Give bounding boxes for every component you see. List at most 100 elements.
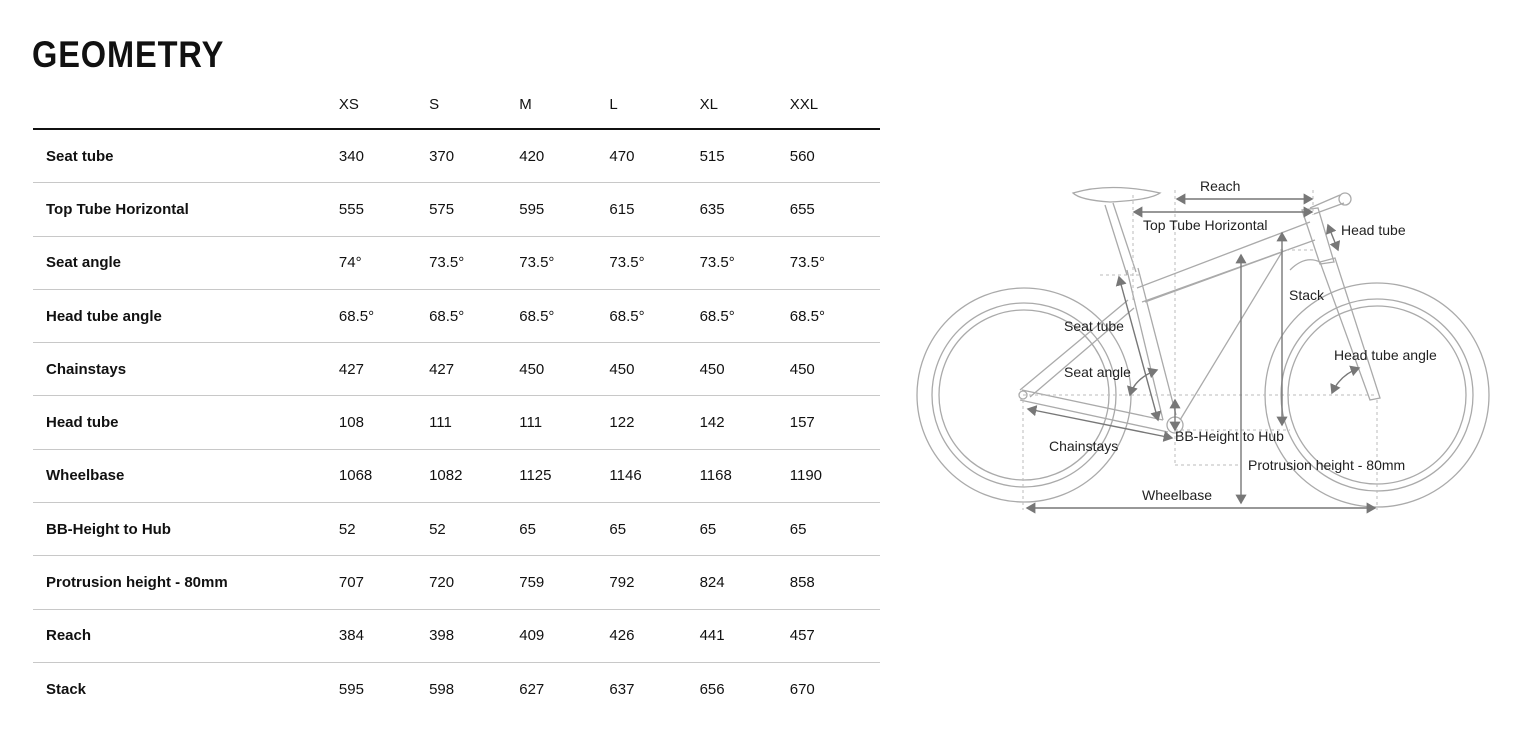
label-seat-tube: Seat tube (1064, 318, 1124, 334)
label-reach: Reach (1200, 178, 1241, 194)
size-header: M (519, 80, 610, 130)
page-title: GEOMETRY (32, 34, 225, 75)
cell-value: 111 (429, 395, 520, 450)
row-label: Chainstays (33, 342, 339, 397)
row-label: Top Tube Horizontal (33, 182, 339, 237)
cell-value: 450 (609, 342, 700, 397)
head-tube-angle-arrow (1330, 365, 1361, 395)
cell-value: 655 (789, 182, 880, 237)
size-header: S (429, 80, 520, 130)
cell-value: 595 (519, 182, 610, 237)
cell-value: 575 (429, 182, 520, 237)
row-label: BB-Height to Hub (33, 502, 339, 557)
cell-value: 427 (429, 342, 520, 397)
cell-value: 792 (609, 555, 700, 610)
chainstays-arrow (1026, 405, 1174, 442)
cell-value: 858 (789, 555, 880, 610)
cell-value: 65 (519, 502, 610, 557)
cell-value: 1168 (699, 449, 790, 504)
cell-value: 52 (338, 502, 430, 557)
cell-value: 670 (789, 680, 815, 698)
cell-value: 384 (338, 609, 430, 663)
cell-value: 122 (609, 395, 700, 450)
row-label: Reach (33, 609, 339, 663)
cell-value: 1190 (789, 449, 880, 504)
row-label: Protrusion height - 80mm (33, 555, 339, 610)
cell-value: 74° (338, 236, 430, 290)
row-label: Head tube angle (33, 289, 339, 344)
rear-dropout (1018, 390, 1028, 400)
cell-value: 426 (609, 609, 700, 663)
size-header: XS (338, 80, 430, 130)
row-label: Wheelbase (33, 449, 339, 504)
cell-value: 759 (519, 555, 610, 610)
table-row: Head tube 108 111 111 122 142 157 (33, 395, 880, 450)
cell-value: 68.5° (429, 289, 520, 344)
cell-value: 656 (699, 680, 725, 698)
row-label: Head tube (33, 395, 339, 450)
cell-value: 637 (609, 680, 635, 698)
handlebar (1338, 192, 1352, 206)
cell-value: 73.5° (609, 236, 700, 290)
table-row: Wheelbase 1068 1082 1125 1146 1168 1190 (33, 449, 880, 504)
table-row: Seat tube 340 370 420 470 515 560 (33, 129, 880, 184)
head-tube-arrow (1325, 223, 1341, 252)
table-row: Reach 384 398 409 426 441 457 (33, 609, 880, 663)
cell-value: 68.5° (519, 289, 610, 344)
cell-value: 1068 (338, 449, 430, 504)
seatstay (1019, 299, 1135, 398)
saddle (1071, 186, 1162, 203)
bike-geometry-diagram: Reach Top Tube Horizontal Head tube Stac… (900, 170, 1520, 530)
cell-value: 111 (519, 395, 610, 450)
cell-value: 157 (789, 395, 880, 450)
cell-value: 1082 (429, 449, 520, 504)
cell-value: 420 (519, 129, 610, 184)
cell-value: 560 (789, 129, 880, 184)
chainstay (1019, 389, 1169, 433)
cell-value: 370 (429, 129, 520, 184)
cell-value: 409 (519, 609, 610, 663)
row-label: Seat tube (33, 129, 339, 184)
cell-value: 707 (338, 555, 430, 610)
label-top-tube: Top Tube Horizontal (1143, 217, 1268, 233)
seatpost (1104, 202, 1137, 276)
cell-value: 427 (338, 342, 430, 397)
table-row: BB-Height to Hub 52 52 65 65 65 65 (33, 502, 880, 557)
size-header: XL (699, 80, 790, 130)
cell-value: 73.5° (519, 236, 610, 290)
label-head-tube: Head tube (1341, 222, 1406, 238)
cell-value: 398 (429, 609, 520, 663)
table-row: Seat angle 74° 73.5° 73.5° 73.5° 73.5° 73.5° (33, 236, 880, 290)
label-chainstays: Chainstays (1049, 438, 1119, 454)
label-stack: Stack (1289, 287, 1325, 303)
fork (1319, 257, 1381, 401)
cell-value: 52 (429, 502, 520, 557)
cell-value: 65 (699, 502, 790, 557)
cell-value: 595 (338, 680, 364, 698)
label-bb-height: BB-Height to Hub (1175, 428, 1284, 444)
label-seat-angle: Seat angle (1064, 364, 1131, 380)
cell-value: 470 (609, 129, 700, 184)
cell-value: 73.5° (699, 236, 790, 290)
cell-value: 68.5° (789, 289, 880, 344)
table-row: Head tube angle 68.5° 68.5° 68.5° 68.5° 68.5°… (33, 289, 880, 344)
cell-value: 73.5° (429, 236, 520, 290)
fork-crown (1289, 259, 1321, 271)
cell-value: 142 (699, 395, 790, 450)
cell-value: 635 (699, 182, 790, 237)
cell-value: 450 (519, 342, 610, 397)
cell-value: 1125 (519, 449, 610, 504)
size-header: L (609, 80, 700, 130)
cell-value: 65 (789, 502, 880, 557)
size-header: XXL (789, 80, 880, 130)
seat-angle-arrow (1127, 367, 1159, 397)
label-protrusion: Protrusion height - 80mm (1248, 457, 1406, 473)
cell-value: 68.5° (609, 289, 700, 344)
cell-value: 515 (699, 129, 790, 184)
stem (1309, 194, 1345, 215)
cell-value: 68.5° (699, 289, 790, 344)
head-tube (1301, 207, 1335, 265)
bike-drawing (916, 186, 1490, 514)
cell-value: 441 (699, 609, 790, 663)
table-row: Stack 595 598 627 637 656 670 (33, 662, 880, 715)
